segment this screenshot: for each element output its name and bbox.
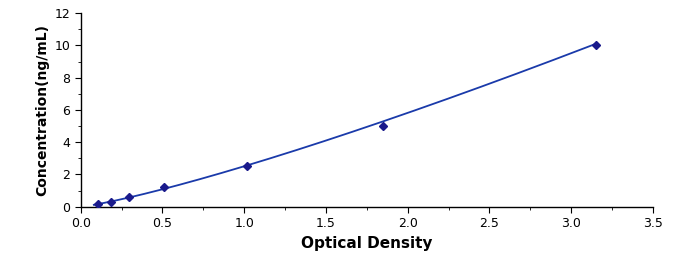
X-axis label: Optical Density: Optical Density [301, 236, 433, 251]
Y-axis label: Concentration(ng/mL): Concentration(ng/mL) [35, 24, 49, 196]
